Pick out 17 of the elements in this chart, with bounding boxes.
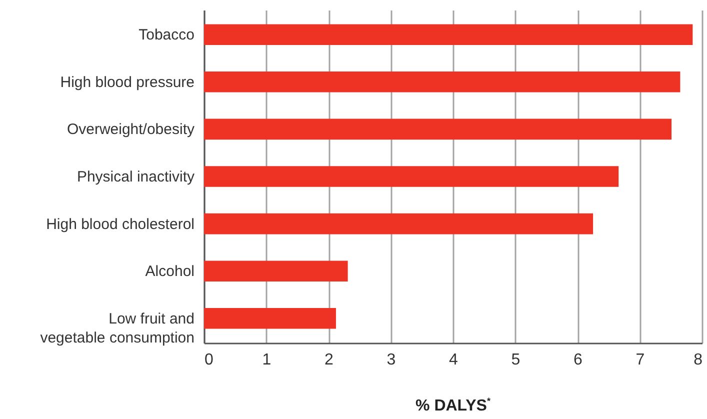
- x-tick-label: 5: [511, 352, 520, 368]
- y-tick-label: High blood cholesterol: [46, 216, 194, 233]
- x-axis-title: % DALYS$^{*}$: [414, 396, 492, 416]
- y-tick-label: Low fruit and vegetable consumption: [40, 310, 194, 346]
- x-tick-label: 0: [204, 352, 214, 368]
- x-tick-label: 1: [262, 352, 272, 368]
- x-tick-label: 3: [386, 352, 396, 368]
- x-tick-label: 6: [574, 352, 583, 368]
- x-tick-label: 7: [636, 352, 645, 368]
- y-tick-label: High blood pressure: [60, 74, 194, 91]
- x-tick-label: 2: [324, 352, 334, 368]
- x-tick-label: 8: [694, 352, 703, 368]
- y-tick-label: Overweight/obesity: [66, 121, 195, 138]
- y-tick-label: Physical inactivity: [76, 168, 195, 186]
- y-tick-label: Tobacco: [138, 26, 194, 44]
- y-tick-label: Alcohol: [145, 263, 194, 280]
- x-tick-label: 4: [449, 352, 458, 368]
